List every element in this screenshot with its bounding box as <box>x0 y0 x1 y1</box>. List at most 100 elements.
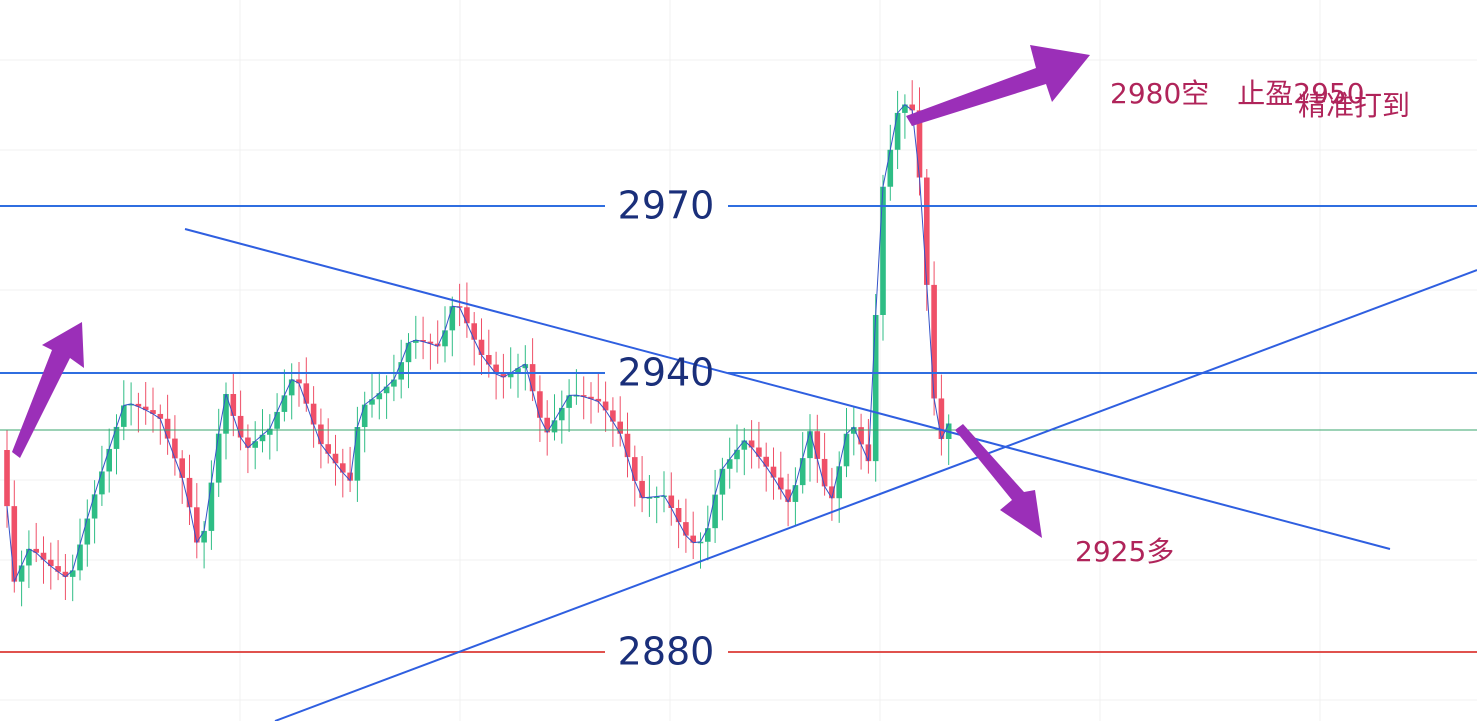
candle <box>697 541 704 544</box>
candle <box>778 477 784 490</box>
candle <box>770 466 777 478</box>
candle <box>814 431 821 459</box>
candle <box>799 458 806 486</box>
candle <box>763 456 769 467</box>
candle <box>442 330 448 347</box>
candle <box>413 340 419 343</box>
candle <box>617 421 623 434</box>
candle <box>354 427 361 481</box>
candle <box>464 307 470 324</box>
candle <box>11 506 18 582</box>
annotation: 精准打到 <box>1298 89 1410 122</box>
candle <box>84 518 91 545</box>
candle <box>675 508 682 523</box>
candle <box>186 477 193 508</box>
candle <box>427 341 434 344</box>
candle <box>62 571 69 577</box>
candle <box>18 565 25 582</box>
candle <box>719 468 726 495</box>
candle <box>99 471 105 495</box>
candle <box>121 405 127 427</box>
candle <box>931 284 937 399</box>
candle <box>872 314 879 462</box>
candle <box>318 424 324 445</box>
candle <box>624 433 631 458</box>
candle <box>683 522 689 536</box>
candle <box>748 440 755 448</box>
candle <box>646 497 653 499</box>
candle <box>77 544 83 571</box>
candle <box>668 495 675 509</box>
candle <box>588 396 594 399</box>
annotation: 2980空 止盈2950 <box>1110 77 1365 110</box>
candle <box>493 364 499 375</box>
candle <box>303 383 310 404</box>
candle <box>274 411 280 429</box>
close-line <box>6 103 950 584</box>
candle <box>712 494 718 529</box>
candle <box>223 394 229 434</box>
candle <box>383 386 390 394</box>
candle <box>916 110 923 178</box>
candle <box>128 403 134 406</box>
candle <box>500 374 507 378</box>
candle <box>632 457 638 481</box>
candle <box>573 395 580 397</box>
annotation: 2925多 <box>1075 535 1174 568</box>
candle <box>398 362 404 380</box>
candle <box>405 342 412 363</box>
candle <box>281 395 288 412</box>
candle <box>756 447 762 457</box>
candle <box>48 559 54 567</box>
candle <box>449 306 456 331</box>
candle <box>705 528 711 542</box>
candle <box>486 354 492 365</box>
candle <box>172 438 178 459</box>
candle <box>113 426 120 449</box>
candle <box>288 379 295 396</box>
candle <box>267 428 273 435</box>
candle <box>858 427 864 445</box>
candle <box>340 463 346 473</box>
candle <box>157 413 164 419</box>
candle <box>259 434 266 442</box>
candle <box>296 379 302 384</box>
candle <box>391 379 397 387</box>
candle <box>551 420 558 433</box>
candle <box>434 343 441 347</box>
candle <box>33 548 39 553</box>
candle <box>230 394 237 416</box>
candle <box>909 104 915 111</box>
candle <box>836 466 842 499</box>
candle <box>245 437 251 448</box>
candle <box>610 410 616 422</box>
candles <box>4 80 952 607</box>
candle <box>478 339 485 355</box>
candle <box>310 403 317 425</box>
arrows <box>12 45 1090 538</box>
level-label: 2970 <box>618 184 715 228</box>
candle <box>201 530 207 543</box>
candle <box>902 104 908 113</box>
candle <box>376 393 383 400</box>
arrow <box>906 45 1090 126</box>
candle <box>142 406 149 411</box>
candle <box>208 482 215 531</box>
candle <box>515 368 521 373</box>
candle <box>135 403 142 407</box>
candle <box>792 485 799 502</box>
candle <box>26 548 32 566</box>
candle <box>507 372 514 378</box>
candle <box>179 458 185 478</box>
candle <box>821 458 828 487</box>
candle <box>471 323 477 340</box>
trendline <box>274 269 1477 721</box>
candle <box>215 433 222 483</box>
candle <box>639 480 645 498</box>
candle <box>595 398 602 402</box>
candle <box>741 440 748 450</box>
candle <box>252 441 258 448</box>
candle <box>332 453 339 464</box>
